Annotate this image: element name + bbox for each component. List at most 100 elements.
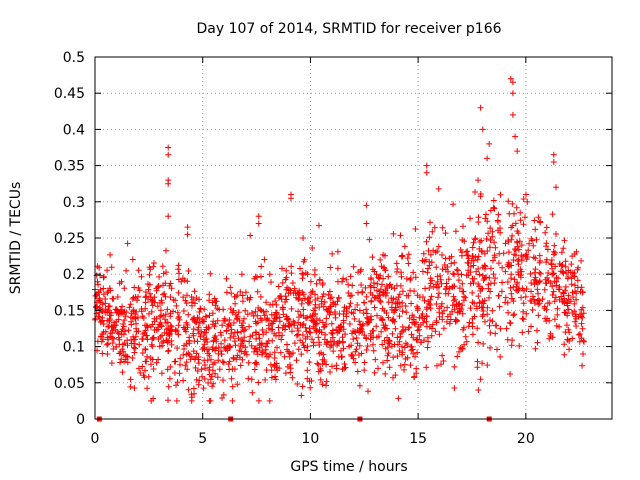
data-point	[256, 335, 263, 342]
data-point	[229, 383, 236, 390]
data-point	[183, 300, 190, 307]
data-point	[314, 360, 321, 367]
data-point	[480, 277, 487, 283]
axis-ticks: 0 0.05 0.1 0.15 0.2 0.25 0.3 0.35 0.4 0.45 0.5 0 5 10…	[54, 50, 612, 447]
data-point	[226, 358, 233, 365]
data-point	[328, 320, 335, 327]
data-point	[496, 303, 503, 310]
data-point	[368, 297, 375, 304]
data-point	[297, 265, 303, 272]
data-point	[231, 366, 238, 373]
data-point	[302, 335, 309, 342]
data-point	[517, 209, 524, 216]
data-point	[394, 353, 401, 360]
y-axis-label: SRMTID / TECUs	[8, 182, 24, 295]
data-point	[451, 259, 458, 266]
data-point	[536, 278, 543, 284]
data-point	[470, 257, 477, 264]
data-point	[384, 325, 390, 332]
data-point	[143, 293, 150, 300]
data-point	[398, 269, 404, 276]
data-point-highlight	[423, 162, 430, 169]
data-point	[374, 312, 380, 319]
data-point	[371, 369, 378, 376]
data-point	[199, 316, 206, 323]
data-point	[254, 288, 261, 295]
data-point	[150, 366, 157, 372]
data-point	[97, 272, 103, 279]
data-point	[286, 320, 293, 327]
data-point	[295, 346, 302, 353]
data-point	[253, 320, 260, 327]
data-point	[201, 306, 208, 313]
data-point	[176, 270, 182, 277]
data-point	[556, 260, 563, 267]
data-point	[321, 299, 328, 305]
data-point	[304, 314, 311, 321]
data-point	[402, 340, 409, 347]
data-point	[278, 336, 285, 343]
data-point	[294, 325, 301, 332]
data-point	[184, 278, 191, 285]
data-point	[294, 381, 301, 387]
data-point	[144, 281, 151, 287]
x-tick-label: 20	[517, 431, 535, 447]
data-point	[180, 351, 187, 358]
data-point	[528, 280, 535, 286]
data-point	[175, 289, 182, 296]
data-point	[160, 291, 167, 298]
data-point	[510, 312, 517, 319]
data-point	[477, 191, 484, 197]
data-point	[522, 214, 528, 221]
data-point	[475, 293, 482, 300]
data-point	[385, 337, 392, 344]
data-point	[527, 297, 534, 304]
data-point	[290, 350, 296, 356]
data-point	[505, 309, 512, 316]
data-point	[286, 353, 293, 360]
data-point	[408, 300, 415, 307]
data-point	[124, 240, 131, 247]
data-point	[333, 365, 340, 372]
data-point	[489, 233, 496, 240]
data-point	[339, 334, 346, 341]
data-point	[564, 310, 570, 317]
data-point	[443, 318, 450, 325]
data-point	[153, 359, 160, 366]
data-point	[487, 225, 494, 232]
data-point	[363, 293, 370, 300]
data-point	[129, 355, 136, 361]
data-point	[489, 228, 496, 235]
data-point	[470, 253, 476, 260]
data-point	[148, 361, 154, 368]
data-point	[476, 245, 483, 252]
data-point	[407, 362, 414, 369]
data-point	[565, 306, 572, 313]
data-point	[142, 346, 149, 353]
data-point	[435, 243, 442, 250]
data-point	[568, 261, 575, 268]
data-point	[495, 260, 502, 267]
data-point	[476, 238, 483, 245]
data-point	[461, 341, 468, 348]
data-point	[196, 315, 202, 322]
data-point-highlight	[423, 169, 430, 176]
data-point	[405, 260, 412, 267]
data-point	[462, 333, 469, 340]
data-point	[549, 283, 556, 290]
data-point	[125, 327, 132, 334]
data-point	[126, 304, 133, 311]
data-point	[323, 361, 330, 368]
data-point	[163, 247, 169, 254]
data-point	[495, 218, 501, 225]
data-point	[515, 271, 522, 278]
data-point	[558, 249, 565, 256]
data-point	[552, 249, 558, 256]
data-point	[115, 311, 122, 318]
data-point	[394, 266, 401, 272]
data-point	[312, 301, 319, 308]
data-point	[405, 325, 412, 331]
y-tick-label: 0	[76, 412, 85, 428]
data-point	[165, 325, 172, 332]
data-point	[168, 337, 175, 344]
